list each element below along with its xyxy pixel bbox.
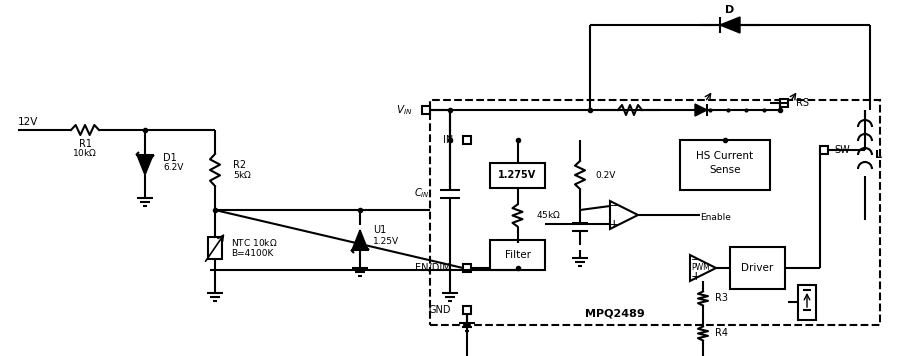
- Bar: [490, 240, 545, 270]
- Text: D1: D1: [163, 153, 177, 163]
- Text: D: D: [726, 5, 735, 15]
- Text: Sense: Sense: [709, 165, 740, 175]
- Bar: [463, 306, 471, 314]
- Bar: [490, 163, 545, 188]
- Text: 0.2V: 0.2V: [595, 171, 615, 179]
- Text: 1.275V: 1.275V: [498, 171, 537, 180]
- Text: Filter: Filter: [505, 250, 530, 260]
- Text: −: −: [692, 255, 701, 265]
- Bar: [208, 236, 222, 258]
- Text: RS: RS: [796, 98, 809, 108]
- Polygon shape: [695, 104, 707, 116]
- Polygon shape: [352, 230, 368, 250]
- Text: R1: R1: [78, 139, 91, 149]
- Text: −: −: [610, 201, 619, 211]
- Text: 5k$\Omega$: 5k$\Omega$: [233, 169, 252, 180]
- Text: EN/DIM: EN/DIM: [415, 263, 451, 273]
- Text: L: L: [875, 150, 882, 160]
- Text: Enable: Enable: [700, 213, 731, 221]
- Bar: [798, 285, 816, 320]
- Text: 1.25V: 1.25V: [373, 237, 399, 246]
- Text: +: +: [691, 269, 701, 283]
- Text: B=4100K: B=4100K: [231, 249, 274, 258]
- Text: +: +: [609, 218, 619, 230]
- Text: 10k$\Omega$: 10k$\Omega$: [73, 147, 98, 157]
- Text: $V_{IN}$: $V_{IN}$: [395, 103, 412, 117]
- Text: R4: R4: [715, 328, 728, 338]
- Text: GND: GND: [428, 305, 451, 315]
- Text: NTC 10k$\Omega$: NTC 10k$\Omega$: [231, 237, 277, 248]
- Text: HS Current: HS Current: [696, 151, 753, 161]
- Text: $C_{IN}$: $C_{IN}$: [414, 187, 430, 200]
- Text: MPQ2489: MPQ2489: [585, 308, 645, 318]
- Text: Driver: Driver: [741, 263, 774, 273]
- Polygon shape: [137, 155, 153, 175]
- Polygon shape: [720, 17, 740, 33]
- Bar: [430, 100, 880, 325]
- Text: 45k$\Omega$: 45k$\Omega$: [535, 209, 561, 220]
- Text: 6.2V: 6.2V: [163, 162, 183, 172]
- Text: PWM: PWM: [692, 263, 710, 272]
- Bar: [730, 247, 785, 289]
- Text: R3: R3: [715, 293, 728, 303]
- Bar: [463, 136, 471, 144]
- Bar: [820, 146, 828, 154]
- Text: SW: SW: [834, 145, 850, 155]
- Bar: [780, 99, 788, 107]
- Bar: [680, 140, 770, 190]
- Text: U1: U1: [373, 225, 386, 235]
- Text: R2: R2: [233, 160, 246, 170]
- Bar: [463, 264, 471, 272]
- Text: 12V: 12V: [18, 117, 39, 127]
- Text: IN: IN: [443, 135, 453, 145]
- Bar: [422, 106, 430, 114]
